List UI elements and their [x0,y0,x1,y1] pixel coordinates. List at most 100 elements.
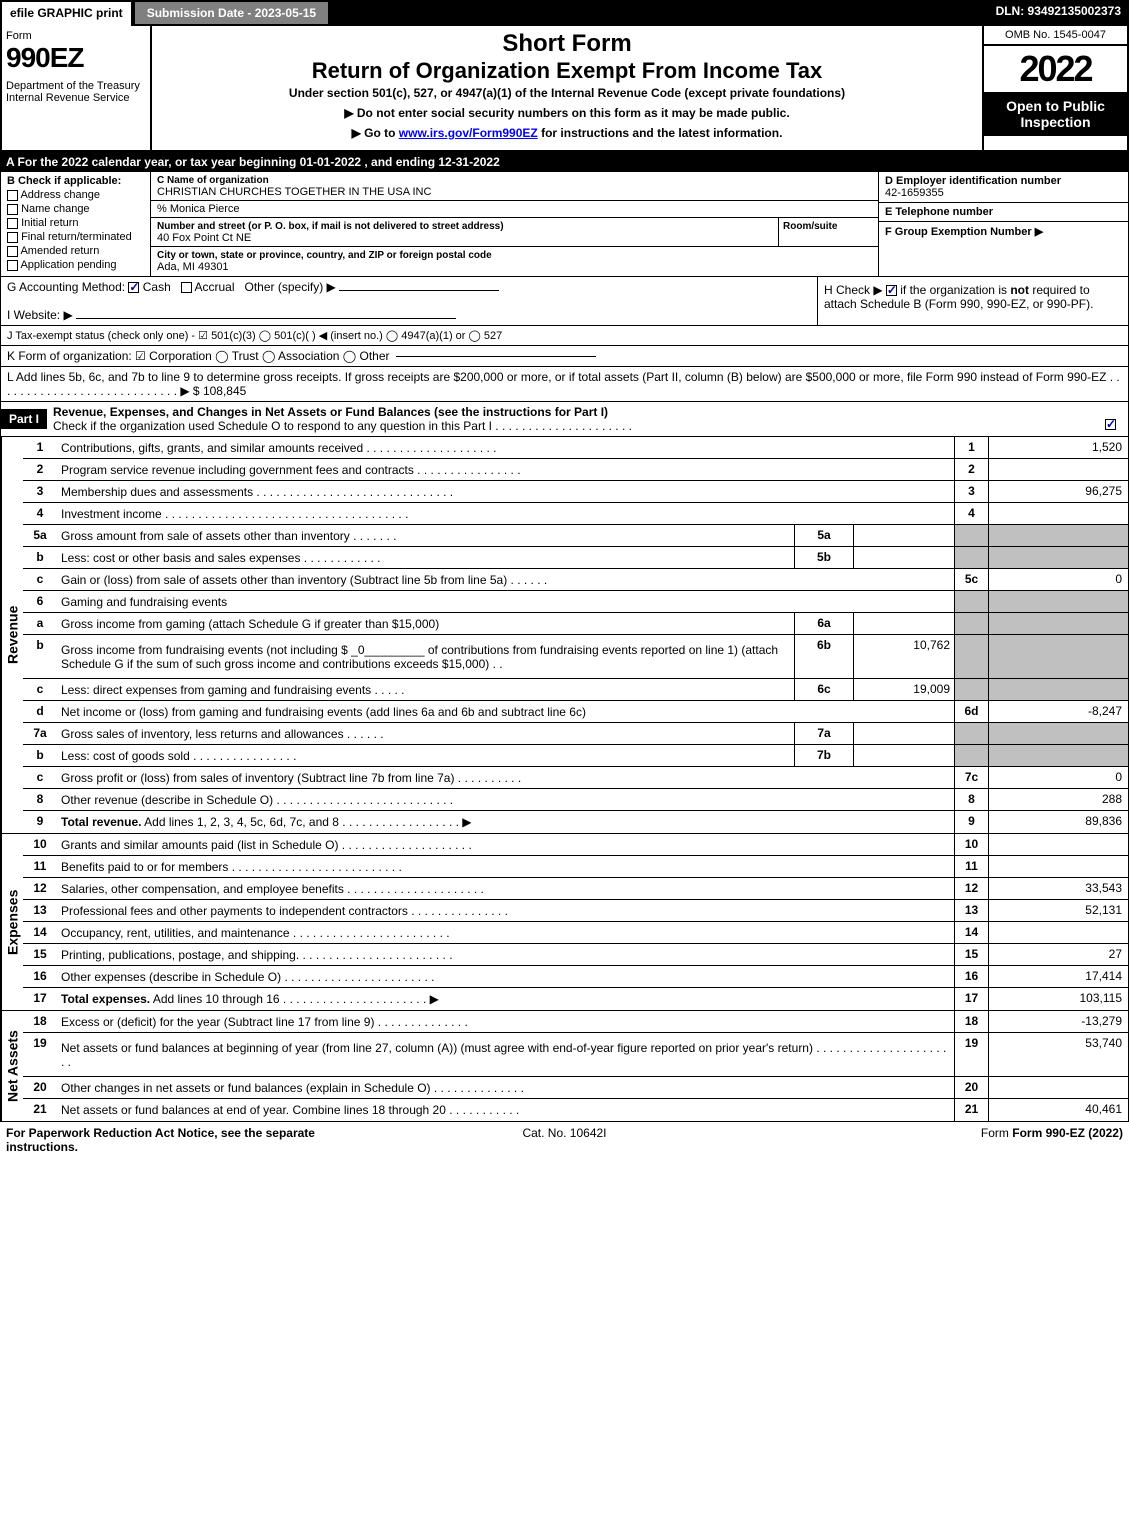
line-ref [954,635,988,678]
line-ref: 16 [954,966,988,987]
table-row: 10Grants and similar amounts paid (list … [23,834,1128,856]
table-row: cGross profit or (loss) from sales of in… [23,767,1128,789]
line-number: 5a [23,525,57,546]
room-label: Room/suite [783,221,837,232]
line-value [988,834,1128,855]
line-number: 7a [23,723,57,744]
line-ref [954,745,988,766]
ein-cell: D Employer identification number 42-1659… [879,172,1128,203]
spacer [330,0,987,26]
ck-schedule-o[interactable] [1105,419,1116,430]
header-right: OMB No. 1545-0047 2022 Open to Public In… [982,26,1127,150]
line-value: 40,461 [988,1099,1128,1121]
line-value: 103,115 [988,988,1128,1010]
ck-amended-return[interactable]: Amended return [7,245,144,257]
dept-label: Department of the Treasury Internal Reve… [6,80,146,104]
line-ref [954,525,988,546]
table-row: 3Membership dues and assessments . . . .… [23,481,1128,503]
care-of-cell: % Monica Pierce [151,201,878,218]
section-c: C Name of organization CHRISTIAN CHURCHE… [151,172,878,276]
expenses-side-label: Expenses [1,834,23,1010]
line-number: d [23,701,57,722]
line-ref: 15 [954,944,988,965]
line-description: Contributions, gifts, grants, and simila… [57,437,954,458]
line-ref: 13 [954,900,988,921]
line-value [988,547,1128,568]
line-number: 4 [23,503,57,524]
line-description: Grants and similar amounts paid (list in… [57,834,954,855]
line-ref [954,613,988,634]
line-description: Net assets or fund balances at beginning… [57,1033,954,1076]
sub-line-value: 10,762 [854,635,954,678]
line-ref: 14 [954,922,988,943]
line-value [988,503,1128,524]
table-row: cGain or (loss) from sale of assets othe… [23,569,1128,591]
line-ref: 7c [954,767,988,788]
line-ref: 12 [954,878,988,899]
line-ref: 1 [954,437,988,458]
table-row: bGross income from fundraising events (n… [23,635,1128,679]
line-description: Other expenses (describe in Schedule O) … [57,966,954,987]
ck-name-change[interactable]: Name change [7,203,144,215]
header-mid: Short Form Return of Organization Exempt… [152,26,982,150]
line-description: Occupancy, rent, utilities, and maintena… [57,922,954,943]
line-description: Less: cost or other basis and sales expe… [57,547,794,568]
line-ref: 5c [954,569,988,590]
e-label: E Telephone number [885,206,993,218]
ck-application-pending[interactable]: Application pending [7,259,144,271]
line-value [988,459,1128,480]
section-k: K Form of organization: ☑ Corporation ◯ … [0,346,1129,367]
section-a: A For the 2022 calendar year, or tax yea… [0,152,1129,172]
line-ref: 19 [954,1033,988,1076]
ck-cash[interactable] [128,282,139,293]
ck-schedule-b[interactable] [886,285,897,296]
line-number: 12 [23,878,57,899]
line-value: 27 [988,944,1128,965]
sub-line-value [854,745,954,766]
line-number: 3 [23,481,57,502]
b-heading: B Check if applicable: [7,175,144,187]
ck-address-change[interactable]: Address change [7,189,144,201]
irs-link[interactable]: www.irs.gov/Form990EZ [399,126,538,140]
line-number: 2 [23,459,57,480]
line-ref: 3 [954,481,988,502]
netassets-section: Net Assets 18Excess or (deficit) for the… [0,1010,1129,1122]
ck-initial-return[interactable]: Initial return [7,217,144,229]
sub-line-number: 7b [794,745,854,766]
city-label: City or town, state or province, country… [157,250,492,261]
public-inspection-badge: Open to Public Inspection [984,92,1127,136]
line-value [988,679,1128,700]
line-number: c [23,569,57,590]
table-row: aGross income from gaming (attach Schedu… [23,613,1128,635]
line-value: 33,543 [988,878,1128,899]
line-description: Total revenue. Add lines 1, 2, 3, 4, 5c,… [57,811,954,833]
table-row: 21Net assets or fund balances at end of … [23,1099,1128,1121]
page-footer: For Paperwork Reduction Act Notice, see … [0,1122,1129,1158]
line-description: Professional fees and other payments to … [57,900,954,921]
line-number: 13 [23,900,57,921]
line-value [988,745,1128,766]
line-number: b [23,635,57,678]
line-description: Benefits paid to or for members . . . . … [57,856,954,877]
ck-final-return[interactable]: Final return/terminated [7,231,144,243]
table-row: bLess: cost of goods sold . . . . . . . … [23,745,1128,767]
expenses-section: Expenses 10Grants and similar amounts pa… [0,833,1129,1010]
d-label: D Employer identification number [885,175,1061,187]
line-description: Other changes in net assets or fund bala… [57,1077,954,1098]
efile-label: efile GRAPHIC print [0,0,133,26]
line-value [988,723,1128,744]
line-description: Membership dues and assessments . . . . … [57,481,954,502]
section-j: J Tax-exempt status (check only one) - ☑… [0,326,1129,346]
table-row: 2Program service revenue including gover… [23,459,1128,481]
line-number: c [23,679,57,700]
i-label: I Website: ▶ [7,308,73,322]
line-value: 17,414 [988,966,1128,987]
ck-accrual[interactable] [181,282,192,293]
line-value: 288 [988,789,1128,810]
table-row: 20Other changes in net assets or fund ba… [23,1077,1128,1099]
line-description: Gain or (loss) from sale of assets other… [57,569,954,590]
line-ref [954,591,988,612]
line-value: -8,247 [988,701,1128,722]
line-description: Gross income from fundraising events (no… [57,635,794,678]
line-number: 19 [23,1033,57,1076]
